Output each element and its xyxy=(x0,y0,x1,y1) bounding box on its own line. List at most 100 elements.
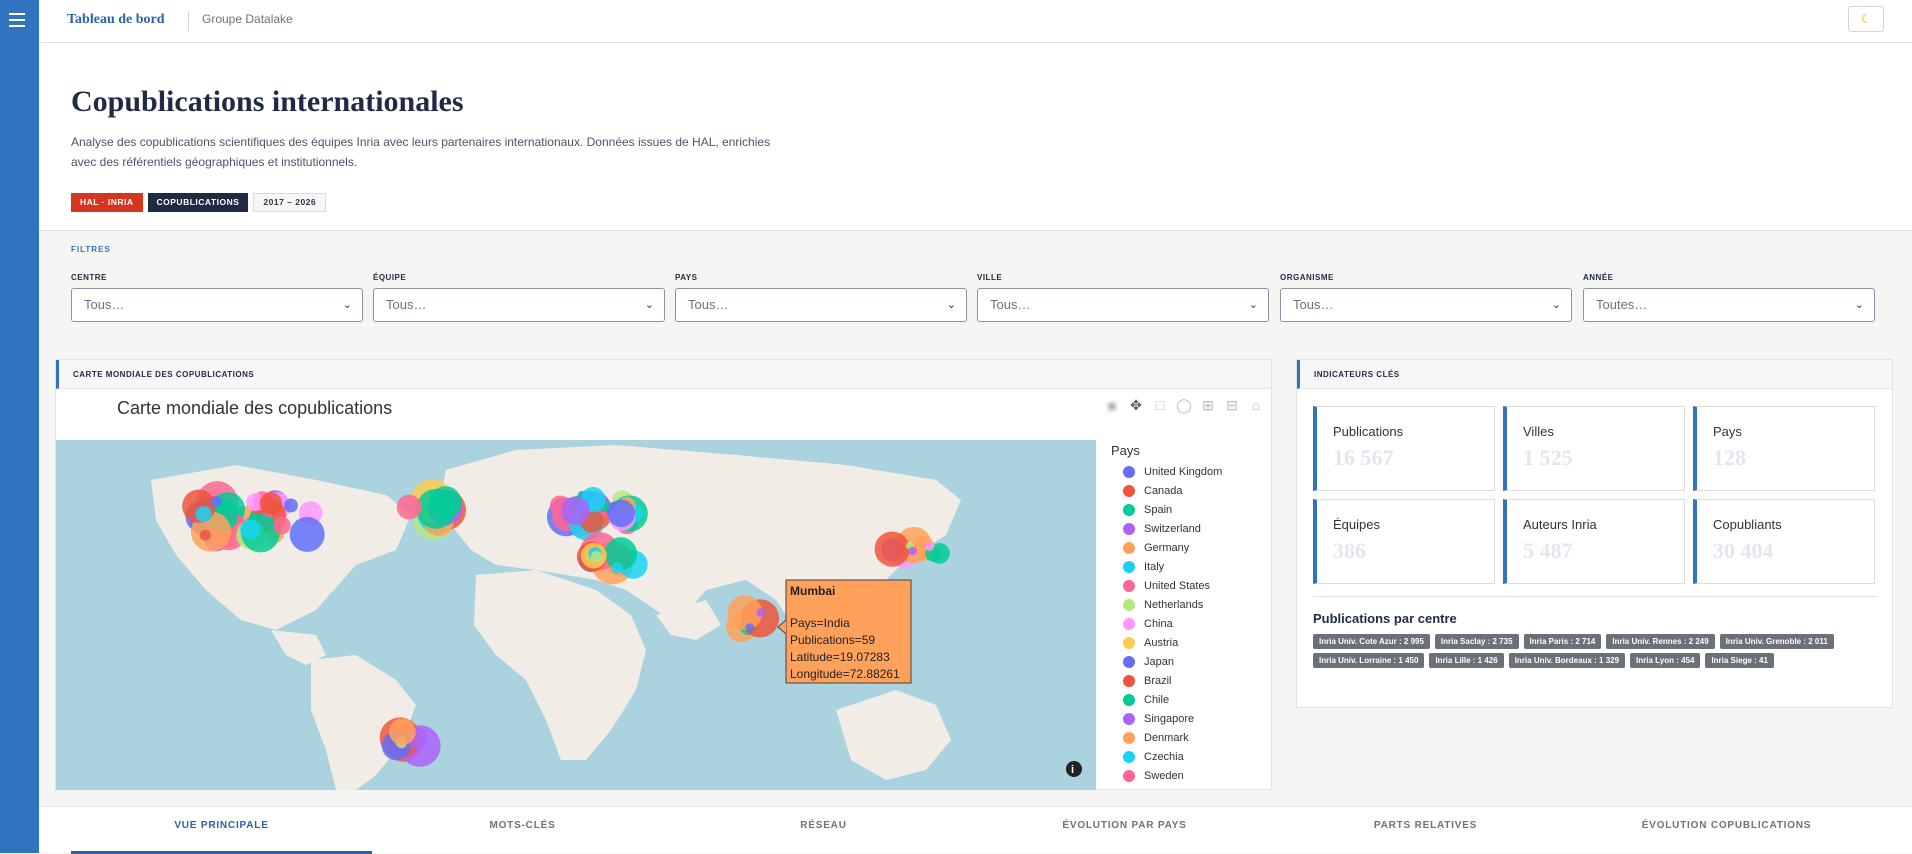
map-bubble[interactable] xyxy=(908,546,917,556)
map-bubble[interactable] xyxy=(756,608,765,617)
legend-item[interactable]: Spain xyxy=(1111,500,1261,519)
filter-equipe: ÉQUIPE Tous… ⌄ xyxy=(373,273,665,322)
legend-item[interactable]: Brazil xyxy=(1111,671,1261,690)
legend-label: Czechia xyxy=(1144,750,1184,763)
plot-modebar: ◉ ✥ □ ◯ ⊞ ⊟ ⌂ xyxy=(1103,396,1265,414)
map-bubble[interactable] xyxy=(259,492,283,515)
pan-icon[interactable]: ✥ xyxy=(1130,397,1142,413)
legend-item[interactable]: Sweden xyxy=(1111,766,1261,785)
legend-label: China xyxy=(1144,617,1173,630)
tooltip-title: Mumbai xyxy=(790,584,835,598)
map-bubble[interactable] xyxy=(925,541,934,551)
page-description: Analyse des copublications scientifiques… xyxy=(71,135,771,169)
centre-select[interactable]: Tous… ⌄ xyxy=(71,288,363,322)
world-map[interactable]: Mumbai Pays=India Publications=59 Latitu… xyxy=(56,440,1096,790)
chevron-down-icon: ⌄ xyxy=(342,299,352,311)
legend-item[interactable]: Canada xyxy=(1111,481,1261,500)
kpi-card: INDICATEURS CLÉS Publications 16 567 Vill… xyxy=(1296,359,1893,708)
legend-label: Italy xyxy=(1144,560,1165,573)
legend-item[interactable]: Japan xyxy=(1111,652,1261,671)
brand-title[interactable]: Tableau de bord xyxy=(67,12,165,27)
map-bubble[interactable] xyxy=(396,494,422,520)
map-bubble[interactable] xyxy=(727,595,763,631)
legend-item[interactable]: Italy xyxy=(1111,557,1261,576)
map-bubble[interactable] xyxy=(240,519,261,540)
legend-marker xyxy=(1123,617,1135,630)
map-bubble[interactable] xyxy=(429,486,462,519)
legend-item[interactable]: China xyxy=(1111,614,1261,633)
legend-item[interactable]: Czechia xyxy=(1111,747,1261,766)
kpi-value: 1 525 xyxy=(1523,445,1573,470)
legend-marker xyxy=(1123,560,1135,573)
tab-evolution-copublications[interactable]: ÉVOLUTION COPUBLICATIONS xyxy=(1641,820,1812,831)
map-bubble[interactable] xyxy=(246,493,265,512)
legend-item[interactable]: Chile xyxy=(1111,690,1261,709)
lasso-select-icon[interactable]: ◯ xyxy=(1176,397,1192,413)
centre-chip: Inria Lille : 1 426 xyxy=(1429,653,1504,668)
map-card: CARTE MONDIALE DES COPUBLICATIONS Carte … xyxy=(55,359,1272,790)
map-bubble[interactable] xyxy=(611,562,624,574)
box-select-icon[interactable]: □ xyxy=(1155,397,1165,413)
svg-text:i: i xyxy=(1071,764,1074,776)
centres-title: Publications par centre xyxy=(1313,611,1457,626)
map-bubble[interactable] xyxy=(561,496,590,525)
chevron-down-icon: ⌄ xyxy=(644,299,654,311)
map-bubble[interactable] xyxy=(273,516,291,535)
filter-centre: CENTRE Tous… ⌄ xyxy=(71,273,363,322)
legend-item[interactable]: Austria xyxy=(1111,633,1261,652)
map-bubble[interactable] xyxy=(283,498,298,513)
centre-chip: Inria Univ. Grenoble : 2 011 xyxy=(1719,634,1834,649)
map-bubble[interactable] xyxy=(604,537,638,570)
legend-label: Chile xyxy=(1144,693,1170,706)
legend-marker xyxy=(1123,693,1135,706)
organisme-select[interactable]: Tous… ⌄ xyxy=(1280,288,1572,322)
legend-marker xyxy=(1123,503,1135,516)
info-icon[interactable]: i xyxy=(1066,761,1082,777)
legend-marker xyxy=(1123,750,1135,763)
map-bubble[interactable] xyxy=(874,531,910,567)
theme-toggle-button[interactable]: ☾ xyxy=(1848,6,1884,32)
map-bubble[interactable] xyxy=(210,496,222,507)
map-bubble[interactable] xyxy=(607,499,635,528)
map-bubble[interactable] xyxy=(590,551,603,563)
chevron-down-icon: ⌄ xyxy=(946,299,956,311)
divider xyxy=(188,11,189,31)
map-bubble[interactable] xyxy=(389,718,416,746)
map-bubble[interactable] xyxy=(745,623,755,632)
legend-item[interactable]: Netherlands xyxy=(1111,595,1261,614)
reset-home-icon[interactable]: ⌂ xyxy=(1251,397,1261,413)
legend-item[interactable]: Germany xyxy=(1111,538,1261,557)
map-bubble[interactable] xyxy=(195,506,212,523)
pays-select[interactable]: Tous… ⌄ xyxy=(675,288,967,322)
equipe-select[interactable]: Tous… ⌄ xyxy=(373,288,665,322)
legend-item[interactable]: Denmark xyxy=(1111,728,1261,747)
select-value: Toutes… xyxy=(1596,297,1648,312)
zoom-in-icon[interactable]: ⊞ xyxy=(1202,397,1214,413)
tab-mots-cles[interactable]: MOTS-CLÉS xyxy=(489,820,556,831)
legend-item[interactable]: Switzerland xyxy=(1111,519,1261,538)
legend-item[interactable]: United Kingdom xyxy=(1111,462,1261,481)
select-value: Tous… xyxy=(1293,297,1334,312)
legend-item[interactable]: United States xyxy=(1111,576,1261,595)
filter-ville: VILLE Tous… ⌄ xyxy=(977,273,1269,322)
ville-select[interactable]: Tous… ⌄ xyxy=(977,288,1269,322)
legend-marker xyxy=(1123,598,1135,611)
tab-vue-principale[interactable]: VUE PRINCIPALE xyxy=(71,807,372,854)
map-bubble[interactable] xyxy=(289,516,325,552)
zoom-out-icon[interactable]: ⊟ xyxy=(1226,397,1238,413)
tooltip-line: Publications=59 xyxy=(790,633,875,647)
tab-evolution-par-pays[interactable]: ÉVOLUTION PAR PAYS xyxy=(1062,820,1187,831)
annee-select[interactable]: Toutes… ⌄ xyxy=(1583,288,1875,322)
map-bubble[interactable] xyxy=(199,529,211,541)
tab-parts-relatives[interactable]: PARTS RELATIVES xyxy=(1373,820,1478,831)
kpi-label: Auteurs Inria xyxy=(1523,517,1597,532)
kpi-equipes: Équipes 386 xyxy=(1313,499,1495,584)
kpi-card-title: INDICATEURS CLÉS xyxy=(1297,360,1892,389)
bubble-layer[interactable] xyxy=(182,479,950,767)
camera-icon[interactable]: ◉ xyxy=(1105,397,1119,413)
tab-reseau[interactable]: RÉSEAU xyxy=(800,820,847,831)
legend-item[interactable]: Singapore xyxy=(1111,709,1261,728)
divider xyxy=(1313,596,1877,597)
menu-icon[interactable] xyxy=(9,13,25,27)
map-bubble[interactable] xyxy=(249,512,258,521)
